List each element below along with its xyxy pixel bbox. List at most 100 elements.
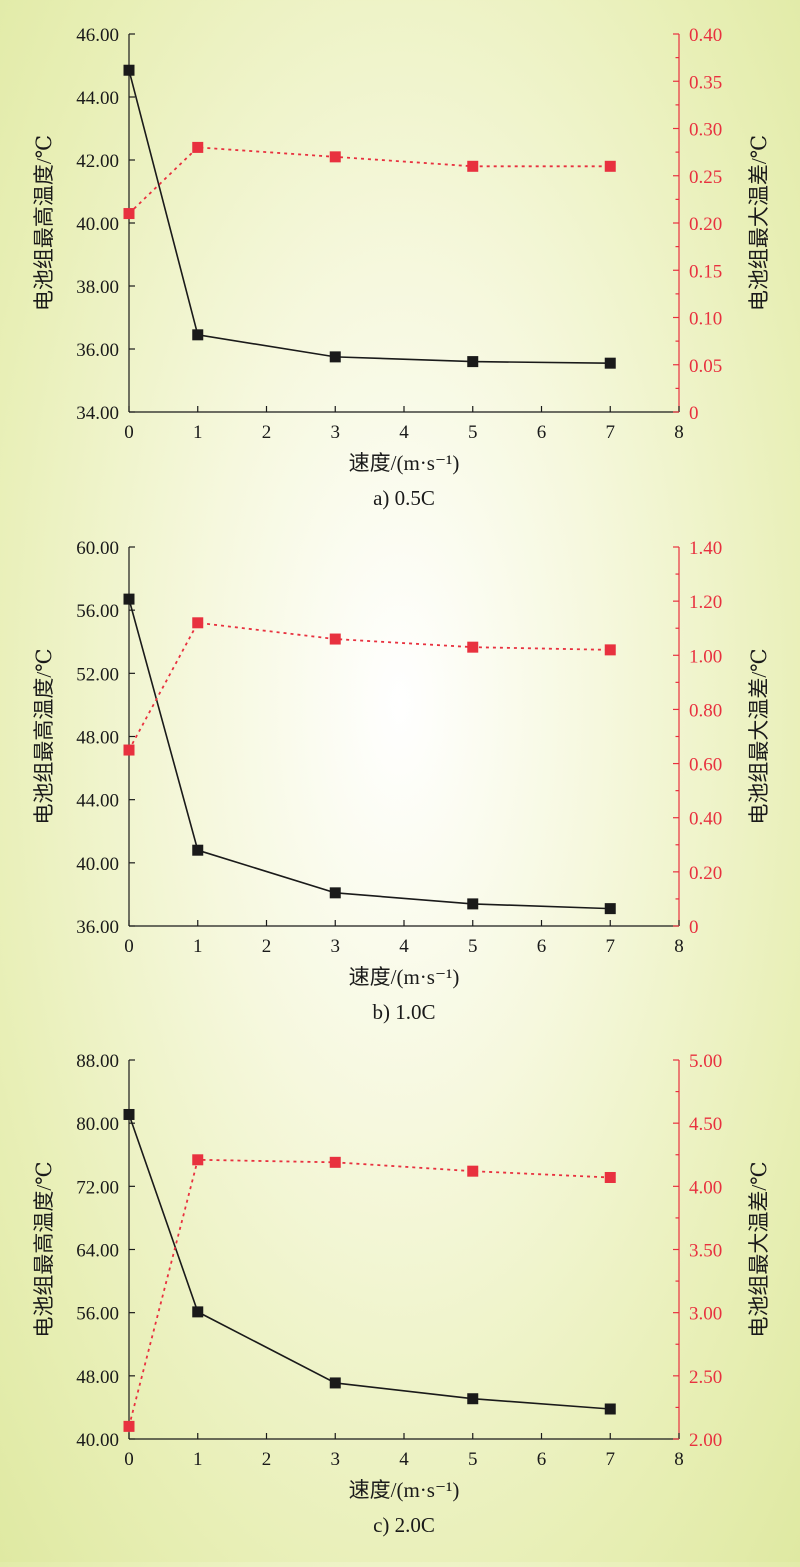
right-y-tick-label: 0.20 [689,863,722,884]
max-temperature-difference-marker [604,160,616,172]
right-y-tick-label: 0.20 [689,214,722,235]
max-temperature-marker [192,844,204,856]
left-y-tick-label: 34.00 [76,403,119,424]
x-tick-label: 8 [674,936,684,957]
panel-caption: a) 0.5C [373,486,435,510]
left-y-axis-title: 电池组最高温度/℃ [32,648,56,824]
right-y-tick-label: 4.00 [689,1177,722,1198]
right-y-tick-label: 0 [689,403,699,424]
right-y-tick-label: 0.25 [689,167,722,188]
max-temperature-difference-marker [123,744,135,756]
max-temperature-difference-marker [123,208,135,220]
x-tick-label: 1 [193,936,203,957]
max-temperature-difference-marker [192,1154,204,1166]
left-y-tick-label: 40.00 [76,1430,119,1451]
left-y-tick-label: 52.00 [76,664,119,685]
left-y-tick-label: 64.00 [76,1241,119,1262]
max-temperature-line [128,598,611,910]
max-temperature-marker [329,1377,341,1389]
max-temperature-difference-marker [192,141,204,153]
x-axis-title: 速度/(m·s⁻¹) [349,451,460,475]
left-y-tick-label: 36.00 [76,917,119,938]
x-tick-label: 6 [537,1449,547,1470]
max-temperature-marker [467,898,479,910]
max-temperature-difference-line [128,1158,611,1427]
max-temperature-difference-marker [192,617,204,629]
max-temperature-difference-line [128,621,611,751]
max-temperature-difference-marker [467,160,479,172]
left-y-tick-label: 48.00 [76,1367,119,1388]
x-tick-label: 1 [193,422,203,443]
left-y-tick-label: 88.00 [76,1051,119,1072]
x-tick-label: 8 [674,422,684,443]
left-y-tick-label: 72.00 [76,1177,119,1198]
max-temperature-difference-marker [467,1165,479,1177]
chart-panel-3: 0 1 2 3 4 5 6 7 8 40.00 48.00 56.00 64.00 72.00 80.00 8… [32,1051,771,1537]
right-y-axis-title: 电池组最大温差/℃ [747,648,771,824]
left-y-tick-label: 38.00 [76,277,119,298]
right-y-tick-label: 0.80 [689,700,722,721]
x-tick-label: 7 [606,422,616,443]
x-tick-label: 4 [399,1449,409,1470]
right-y-tick-label: 3.50 [689,1241,722,1262]
x-tick-label: 1 [193,1449,203,1470]
right-y-tick-label: 0 [689,917,699,938]
right-y-tick-label: 4.50 [689,1114,722,1135]
chart-panel-1: 0 1 2 3 4 5 6 7 8 34.00 36.00 38.00 40.00 42.00 44.00 4… [32,25,771,510]
max-temperature-marker [123,1108,135,1120]
x-tick-label: 4 [399,422,409,443]
max-temperature-difference-marker [604,1171,616,1183]
max-temperature-difference-marker [329,1156,341,1168]
right-y-tick-label: 0.05 [689,356,722,377]
x-tick-label: 3 [331,422,341,443]
left-y-tick-label: 60.00 [76,538,119,559]
max-temperature-marker [604,357,616,369]
max-temperature-marker [604,903,616,915]
x-tick-label: 0 [124,422,134,443]
right-y-tick-label: 0.40 [689,809,722,830]
right-y-tick-label: 0.60 [689,755,722,776]
max-temperature-difference-marker [329,151,341,163]
right-y-tick-label: 0.35 [689,72,722,93]
right-y-axis-title: 电池组最大温差/℃ [747,135,771,311]
x-tick-label: 7 [606,1449,616,1470]
left-y-axis-title: 电池组最高温度/℃ [32,1161,56,1337]
x-tick-label: 0 [124,1449,134,1470]
x-tick-label: 3 [331,1449,341,1470]
left-y-tick-label: 42.00 [76,151,119,172]
chart-panel-2: 0 1 2 3 4 5 6 7 8 36.00 40.00 44.00 48.00 52.00 56.00 6… [32,538,771,1024]
max-temperature-marker [123,593,135,605]
x-tick-label: 5 [468,1449,478,1470]
x-axis-title: 速度/(m·s⁻¹) [349,1478,460,1502]
x-tick-label: 0 [124,936,134,957]
left-y-tick-label: 40.00 [76,854,119,875]
x-tick-label: 7 [606,936,616,957]
x-tick-label: 2 [262,936,272,957]
right-y-tick-label: 0.10 [689,309,722,330]
max-temperature-marker [192,1306,204,1318]
x-tick-label: 4 [399,936,409,957]
left-y-tick-label: 56.00 [76,601,119,622]
x-tick-label: 8 [674,1449,684,1470]
max-temperature-marker [192,329,204,341]
x-tick-label: 5 [468,936,478,957]
max-temperature-difference-marker [123,1420,135,1432]
left-y-tick-label: 44.00 [76,88,119,109]
x-tick-label: 2 [262,1449,272,1470]
max-temperature-line [128,70,611,364]
right-y-axis-title: 电池组最大温差/℃ [747,1161,771,1337]
panel-caption: b) 1.0C [373,1000,436,1024]
left-y-axis-title: 电池组最高温度/℃ [32,135,56,311]
left-y-tick-label: 46.00 [76,25,119,46]
right-y-tick-label: 1.00 [689,646,722,667]
right-y-tick-label: 5.00 [689,1051,722,1072]
x-tick-label: 2 [262,422,272,443]
left-y-tick-label: 36.00 [76,340,119,361]
max-temperature-difference-marker [467,641,479,653]
left-y-tick-label: 44.00 [76,791,119,812]
x-tick-label: 6 [537,936,547,957]
max-temperature-marker [329,351,341,363]
max-temperature-marker [604,1403,616,1415]
panel-caption: c) 2.0C [373,1513,435,1537]
